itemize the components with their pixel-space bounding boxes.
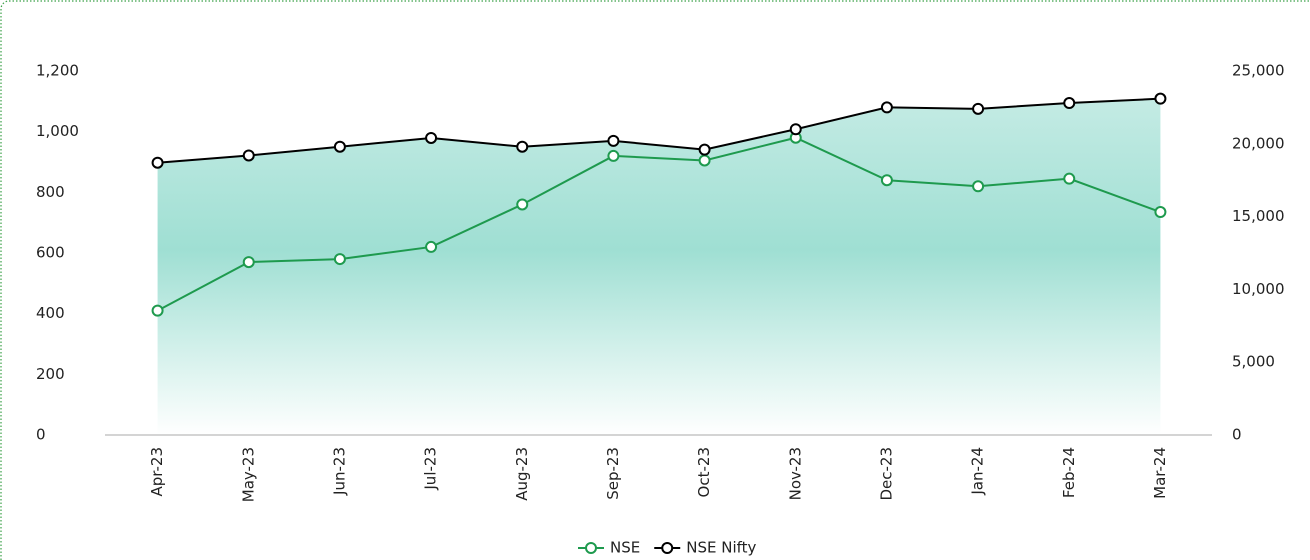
point <box>516 140 529 153</box>
point <box>880 174 893 187</box>
area <box>157 98 1161 435</box>
x-tick-label: Nov-23 <box>786 447 804 500</box>
point <box>151 304 164 317</box>
point <box>607 149 620 162</box>
line <box>157 97 1161 164</box>
point <box>1154 206 1167 219</box>
x-tick-label: Oct-23 <box>695 447 713 497</box>
point <box>607 134 620 147</box>
point <box>333 253 346 266</box>
point <box>151 156 164 169</box>
x-tick-label: Sep-23 <box>604 447 622 500</box>
point <box>425 240 438 253</box>
y2-tick-label: 15,000 <box>1232 207 1285 225</box>
point <box>972 180 985 193</box>
x-tick-label: Mar-24 <box>1151 447 1169 499</box>
y2-tick-label: 0 <box>1232 426 1242 444</box>
point <box>333 140 346 153</box>
x-tick-label: Apr-23 <box>148 447 166 497</box>
line <box>157 136 1161 312</box>
y-tick-label: 1,000 <box>36 122 79 140</box>
y2-tick-label: 25,000 <box>1232 62 1285 80</box>
point <box>698 154 711 167</box>
x-tick-label: Feb-24 <box>1060 447 1078 498</box>
point <box>698 143 711 156</box>
x-tick-label: Jun-23 <box>330 447 348 496</box>
y2-tick-label: 10,000 <box>1232 280 1285 298</box>
point <box>789 123 802 136</box>
y-tick-label: 200 <box>36 365 65 383</box>
legend-label: NSE <box>610 539 640 557</box>
legend-label: NSE Nifty <box>686 539 756 557</box>
legend-marker <box>585 542 597 554</box>
x-tick-label: Jul-23 <box>422 447 440 491</box>
x-tick-label: Dec-23 <box>877 447 895 501</box>
point <box>516 198 529 211</box>
point <box>242 149 255 162</box>
point <box>1154 92 1167 105</box>
y2-tick-label: 20,000 <box>1232 134 1285 152</box>
x-tick-label: May-23 <box>239 447 257 502</box>
point <box>1063 97 1076 110</box>
y-tick-label: 400 <box>36 304 65 322</box>
y-tick-label: 600 <box>36 244 65 262</box>
y2-tick-label: 5,000 <box>1232 353 1275 371</box>
point <box>880 101 893 114</box>
point <box>1063 172 1076 185</box>
x-tick-label: Jan-24 <box>969 447 987 496</box>
y-tick-label: 0 <box>36 426 46 444</box>
y-tick-label: 1,200 <box>36 62 79 80</box>
point <box>242 256 255 269</box>
x-tick-label: Aug-23 <box>513 447 531 501</box>
y-tick-label: 800 <box>36 183 65 201</box>
legend-marker <box>661 542 674 554</box>
point <box>972 102 985 115</box>
point <box>425 131 438 144</box>
